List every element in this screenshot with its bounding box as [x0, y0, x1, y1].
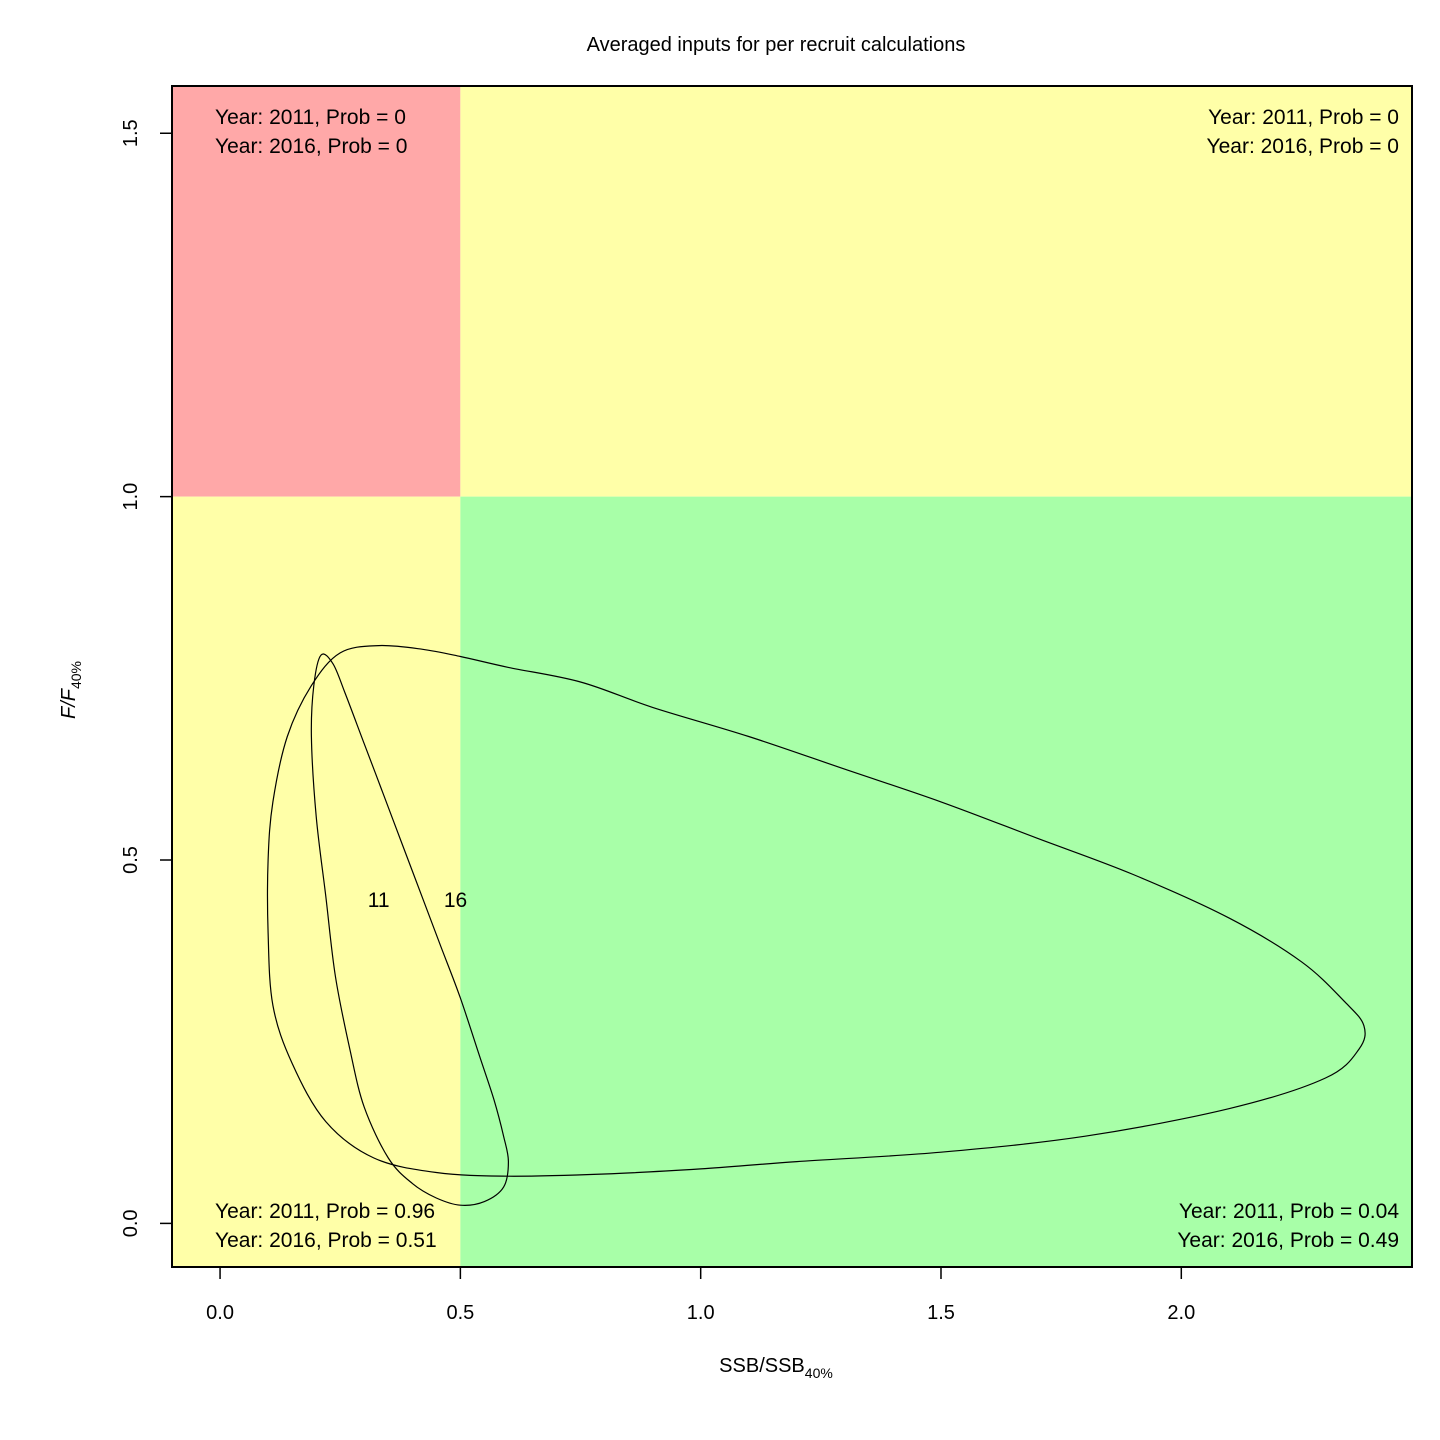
year-markers: 11 16: [368, 889, 467, 912]
quadrant-top-left-prob-line: Year: 2016, Prob = 0: [215, 135, 407, 158]
ellipse-2016: [266, 644, 1366, 1177]
quadrant-top-right-prob-line: Year: 2016, Prob = 0: [1207, 135, 1399, 158]
x-axis-title: SSB/SSB40%: [719, 1355, 833, 1381]
quadrant-bottom-left-prob-line: Year: 2011, Prob = 0.96: [215, 1200, 435, 1223]
x-tick-label: 0.0: [206, 1302, 234, 1324]
x-tick-label: 2.0: [1167, 1302, 1195, 1324]
x-tick-label: 0.5: [446, 1302, 474, 1324]
quadrant-backgrounds: [172, 86, 1413, 1267]
quadrant-bottom-right-prob-line: Year: 2016, Prob = 0.49: [1177, 1229, 1399, 1252]
x-axis: 0.0 0.5 1.0 1.5 2.0: [206, 1266, 1195, 1324]
x-axis-title-main: SSB/SSB: [719, 1355, 805, 1377]
y-axis-title-subscript: 40%: [68, 661, 84, 689]
quadrant-top-right-prob-line: Year: 2011, Prob = 0: [1208, 106, 1399, 129]
quadrant-top-left-prob-line: Year: 2011, Prob = 0: [215, 106, 406, 129]
quadrant-bottom-left: [172, 496, 461, 1267]
x-axis-title-subscript: 40%: [805, 1365, 833, 1381]
y-axis: 0.0 0.5 1.0 1.5: [120, 119, 173, 1237]
quadrant-top-left: [172, 86, 461, 497]
x-tick-label: 1.0: [687, 1302, 715, 1324]
quadrant-top-right: [460, 86, 1413, 497]
x-tick-label: 1.5: [927, 1302, 955, 1324]
y-tick-label: 1.5: [120, 119, 142, 147]
ellipse-2011: [310, 653, 510, 1206]
quadrant-bottom-right-prob-line: Year: 2011, Prob = 0.04: [1179, 1200, 1399, 1223]
y-axis-title: F/F40%: [58, 661, 84, 719]
year-marker-16: 16: [444, 889, 467, 912]
y-tick-label: 0.5: [120, 846, 142, 874]
quadrant-bottom-left-prob-line: Year: 2016, Prob = 0.51: [215, 1229, 437, 1252]
y-tick-label: 0.0: [120, 1209, 142, 1237]
confidence-ellipses: [266, 644, 1366, 1206]
quadrant-probabilities: Year: 2011, Prob = 0 Year: 2016, Prob = 0…: [215, 106, 1399, 1252]
y-tick-label: 1.0: [120, 483, 142, 511]
y-axis-title-main: F/F: [58, 687, 80, 719]
year-marker-11: 11: [368, 889, 390, 912]
quadrant-bottom-right: [460, 496, 1413, 1267]
chart-title: Averaged inputs for per recruit calculat…: [587, 34, 966, 56]
